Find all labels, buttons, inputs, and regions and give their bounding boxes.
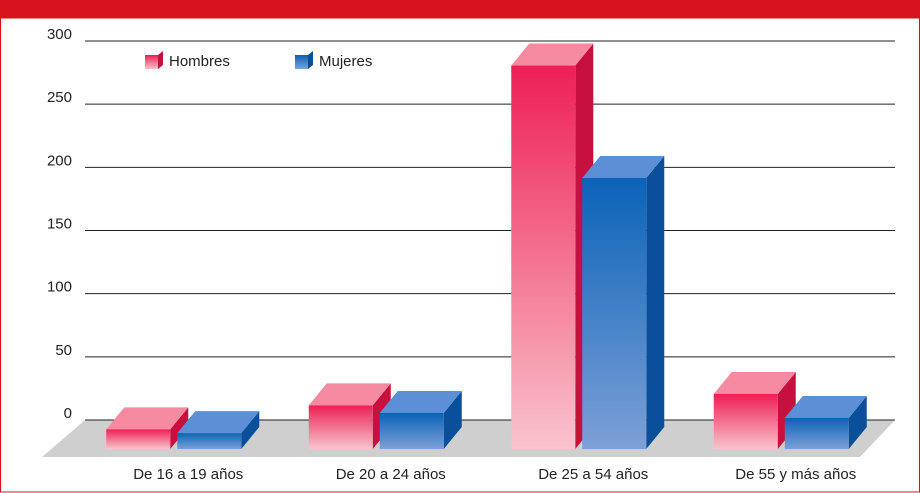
bar-top (106, 407, 189, 430)
x-tick-label: De 16 a 19 años (133, 466, 243, 483)
y-tick-label: 200 (47, 152, 72, 169)
x-tick-label: De 25 a 54 años (538, 466, 648, 483)
bar (177, 433, 242, 449)
bar (511, 65, 576, 449)
legend-swatch-side (308, 51, 313, 69)
bar (379, 412, 444, 449)
legend-swatch (145, 55, 158, 69)
bar-side (443, 390, 462, 449)
y-tick-label: 300 (47, 26, 72, 43)
y-tick-label: 250 (47, 89, 72, 106)
bar (784, 417, 849, 449)
bar-top (713, 371, 796, 394)
y-tick-label: 150 (47, 215, 72, 232)
legend-swatch-side (158, 51, 163, 69)
bar (308, 405, 373, 449)
y-tick-label: 50 (55, 342, 72, 359)
legend-swatch (295, 55, 308, 69)
y-tick-label: 0 (64, 405, 72, 422)
legend-label: Hombres (169, 53, 230, 70)
header-band (0, 0, 920, 18)
y-tick-label: 100 (47, 279, 72, 296)
bar (582, 177, 647, 450)
legend-label: Mujeres (319, 53, 372, 70)
bar (713, 393, 778, 449)
bar-top (582, 155, 665, 178)
bar-side (241, 411, 260, 449)
bar-top (308, 383, 391, 406)
bar (106, 429, 171, 449)
bar-side (170, 407, 189, 449)
bar-top (379, 390, 462, 413)
bar-top (511, 43, 594, 66)
bar-side (646, 155, 665, 450)
bar-side (848, 395, 867, 449)
x-tick-label: De 55 y más años (735, 466, 856, 483)
x-tick-label: De 20 a 24 años (336, 466, 446, 483)
bar-top (177, 411, 260, 434)
bar-top (784, 395, 867, 418)
